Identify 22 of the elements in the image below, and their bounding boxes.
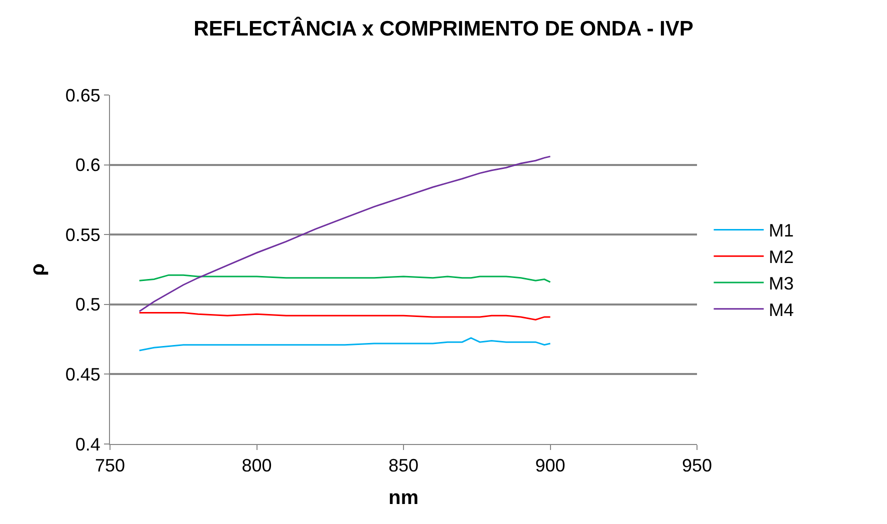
y-tick-label: 0.65 [65, 85, 100, 106]
y-tick-label: 0.4 [75, 434, 100, 454]
line-series [138, 337, 551, 352]
line-series [138, 156, 551, 312]
legend-label: M2 [768, 247, 794, 268]
y-tick-label: 0.5 [75, 294, 100, 315]
chart-title: REFLECTÂNCIA x COMPRIMENTO DE ONDA - IVP [194, 16, 694, 41]
y-tick-label: 0.6 [75, 155, 100, 176]
legend-label: M3 [768, 274, 794, 294]
y-tick-label: 0.55 [65, 224, 100, 245]
legend-label: M4 [768, 300, 794, 320]
legend-label: M1 [768, 220, 794, 241]
x-axis-title: nm [388, 487, 418, 510]
x-tick-label: 900 [535, 456, 566, 476]
line-series [138, 312, 551, 321]
line-series [138, 274, 551, 283]
y-axis-title: ρ [26, 263, 49, 276]
x-tick-label: 750 [94, 456, 126, 476]
x-tick-label: 800 [242, 456, 272, 476]
x-tick-label: 850 [388, 456, 419, 476]
x-tick-label: 950 [682, 456, 712, 476]
y-tick-label: 0.45 [65, 364, 100, 384]
